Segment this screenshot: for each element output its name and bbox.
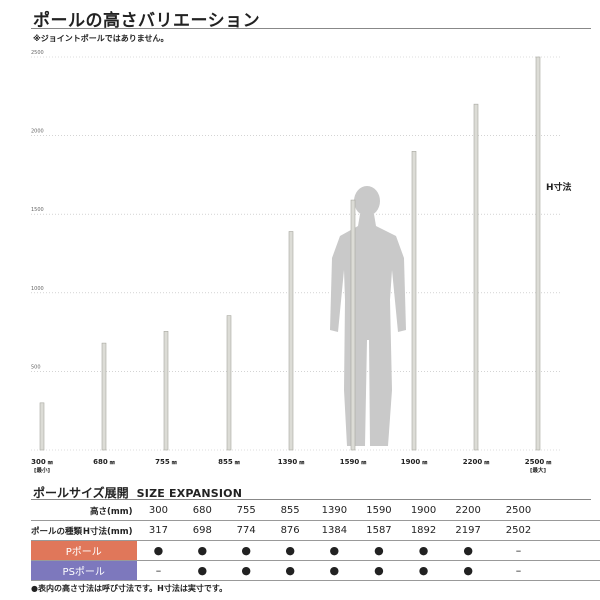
availability-mark: ● [312, 560, 357, 581]
pole-sub-label: [最大] [530, 466, 547, 474]
pole-height-label: 1590 ㎜ [340, 458, 367, 466]
availability-mark: ● [445, 540, 491, 561]
pole-height-label: 2500 ㎜ [525, 458, 552, 466]
h-value-cell: 1892 [401, 520, 446, 541]
pole-height-label: 680 ㎜ [93, 458, 115, 466]
h-value-cell: 876 [268, 520, 313, 541]
availability-mark: ● [356, 560, 402, 581]
pole-bar [163, 331, 169, 451]
person-silhouette [330, 186, 406, 446]
y-tick-label: 1000 [31, 286, 44, 292]
size-title-jp: ポールサイズ展開 [33, 486, 129, 500]
h-value-cell: 2197 [445, 520, 491, 541]
type-label: ポールの種類 [31, 526, 83, 537]
pole-height-label: 1900 ㎜ [401, 458, 428, 466]
availability-mark: ● [268, 540, 313, 561]
height-row: 高さ(mm) 300 680 755 855 1390 1590 1900 22… [31, 501, 600, 521]
availability-mark: ● [136, 540, 181, 561]
height-cell: 300 [136, 501, 181, 521]
h-value-cell: 317 [136, 520, 181, 541]
pole-height-label: 300 ㎜ [31, 458, 53, 466]
pole-bar [535, 56, 541, 451]
type-label-cell: ポールの種類 H寸法(mm) [31, 520, 137, 541]
pole-height-label: 855 ㎜ [218, 458, 240, 466]
h-value-cell: 698 [180, 520, 225, 541]
availability-mark: – [490, 560, 547, 581]
availability-mark: ● [312, 540, 357, 561]
pole-bar [350, 199, 356, 451]
pole-height-chart: 2500 2000 1500 1000 500 300 ㎜[最小] 680 ㎜ 755 ㎜ 855 ㎜… [31, 50, 572, 474]
empty-cell [546, 540, 600, 561]
pole-bar [39, 402, 45, 451]
ps-pole-row: PSポール – ● ● ● ● ● ● ● – [31, 560, 600, 581]
section-divider [31, 499, 591, 500]
pole-sub-label: [最小] [34, 466, 51, 474]
y-tick-label: 2000 [31, 129, 44, 135]
height-cell: 1390 [312, 501, 357, 521]
pole-bar [411, 151, 417, 451]
size-table: 高さ(mm) 300 680 755 855 1390 1590 1900 22… [31, 501, 600, 581]
availability-mark: ● [180, 540, 225, 561]
h-value-cell: 2502 [490, 520, 547, 541]
availability-mark: – [490, 540, 547, 561]
empty-cell [546, 520, 600, 541]
p-pole-row: Pポール ● ● ● ● ● ● ● ● – [31, 540, 600, 561]
pole-bar [226, 315, 232, 451]
size-section-title: ポールサイズ展開 SIZE EXPANSION [33, 484, 242, 501]
y-tick-label: 500 [31, 364, 41, 370]
p-pole-tag: Pポール [31, 540, 137, 561]
footer-note: ●表内の高さ寸法は呼び寸法です。H寸法は実寸です。 [31, 584, 228, 593]
size-title-en: SIZE EXPANSION [136, 487, 243, 500]
pole-height-label: 2200 ㎜ [463, 458, 490, 466]
height-cell: 755 [224, 501, 269, 521]
y-tick-label: 2500 [31, 50, 44, 56]
note-text: ※ジョイントポールではありません。 [33, 34, 169, 43]
h-dimension-row: ポールの種類 H寸法(mm) 317 698 774 876 1384 1587 … [31, 520, 600, 541]
h-dimension-label: H寸法 [546, 181, 572, 193]
availability-mark: ● [445, 560, 491, 581]
h-value-cell: 1587 [356, 520, 402, 541]
height-cell: 2200 [445, 501, 491, 521]
height-cell: 1590 [356, 501, 402, 521]
ps-pole-tag: PSポール [31, 560, 137, 581]
availability-mark: – [136, 560, 181, 581]
empty-cell [546, 560, 600, 581]
height-label-cell: 高さ(mm) [31, 501, 137, 521]
height-label: 高さ(mm) [90, 506, 133, 517]
height-cell: 680 [180, 501, 225, 521]
availability-mark: ● [180, 560, 225, 581]
height-cell: 2500 [490, 501, 547, 521]
pole-bar [473, 103, 479, 451]
pole-bar [288, 231, 294, 451]
availability-mark: ● [356, 540, 402, 561]
h-value-cell: 1384 [312, 520, 357, 541]
availability-mark: ● [224, 560, 269, 581]
height-cell: 855 [268, 501, 313, 521]
pole-bar [101, 342, 107, 451]
availability-mark: ● [401, 540, 446, 561]
pole-height-label: 1390 ㎜ [278, 458, 305, 466]
h-value-cell: 774 [224, 520, 269, 541]
page-title: ポールの高さバリエーション [33, 11, 261, 31]
height-cell: 1900 [401, 501, 446, 521]
y-tick-label: 1500 [31, 207, 44, 213]
availability-mark: ● [401, 560, 446, 581]
empty-cell [546, 501, 600, 521]
pole-height-label: 755 ㎜ [155, 458, 177, 466]
title-divider [31, 28, 591, 29]
h-label: H寸法(mm) [82, 526, 133, 537]
availability-mark: ● [268, 560, 313, 581]
availability-mark: ● [224, 540, 269, 561]
